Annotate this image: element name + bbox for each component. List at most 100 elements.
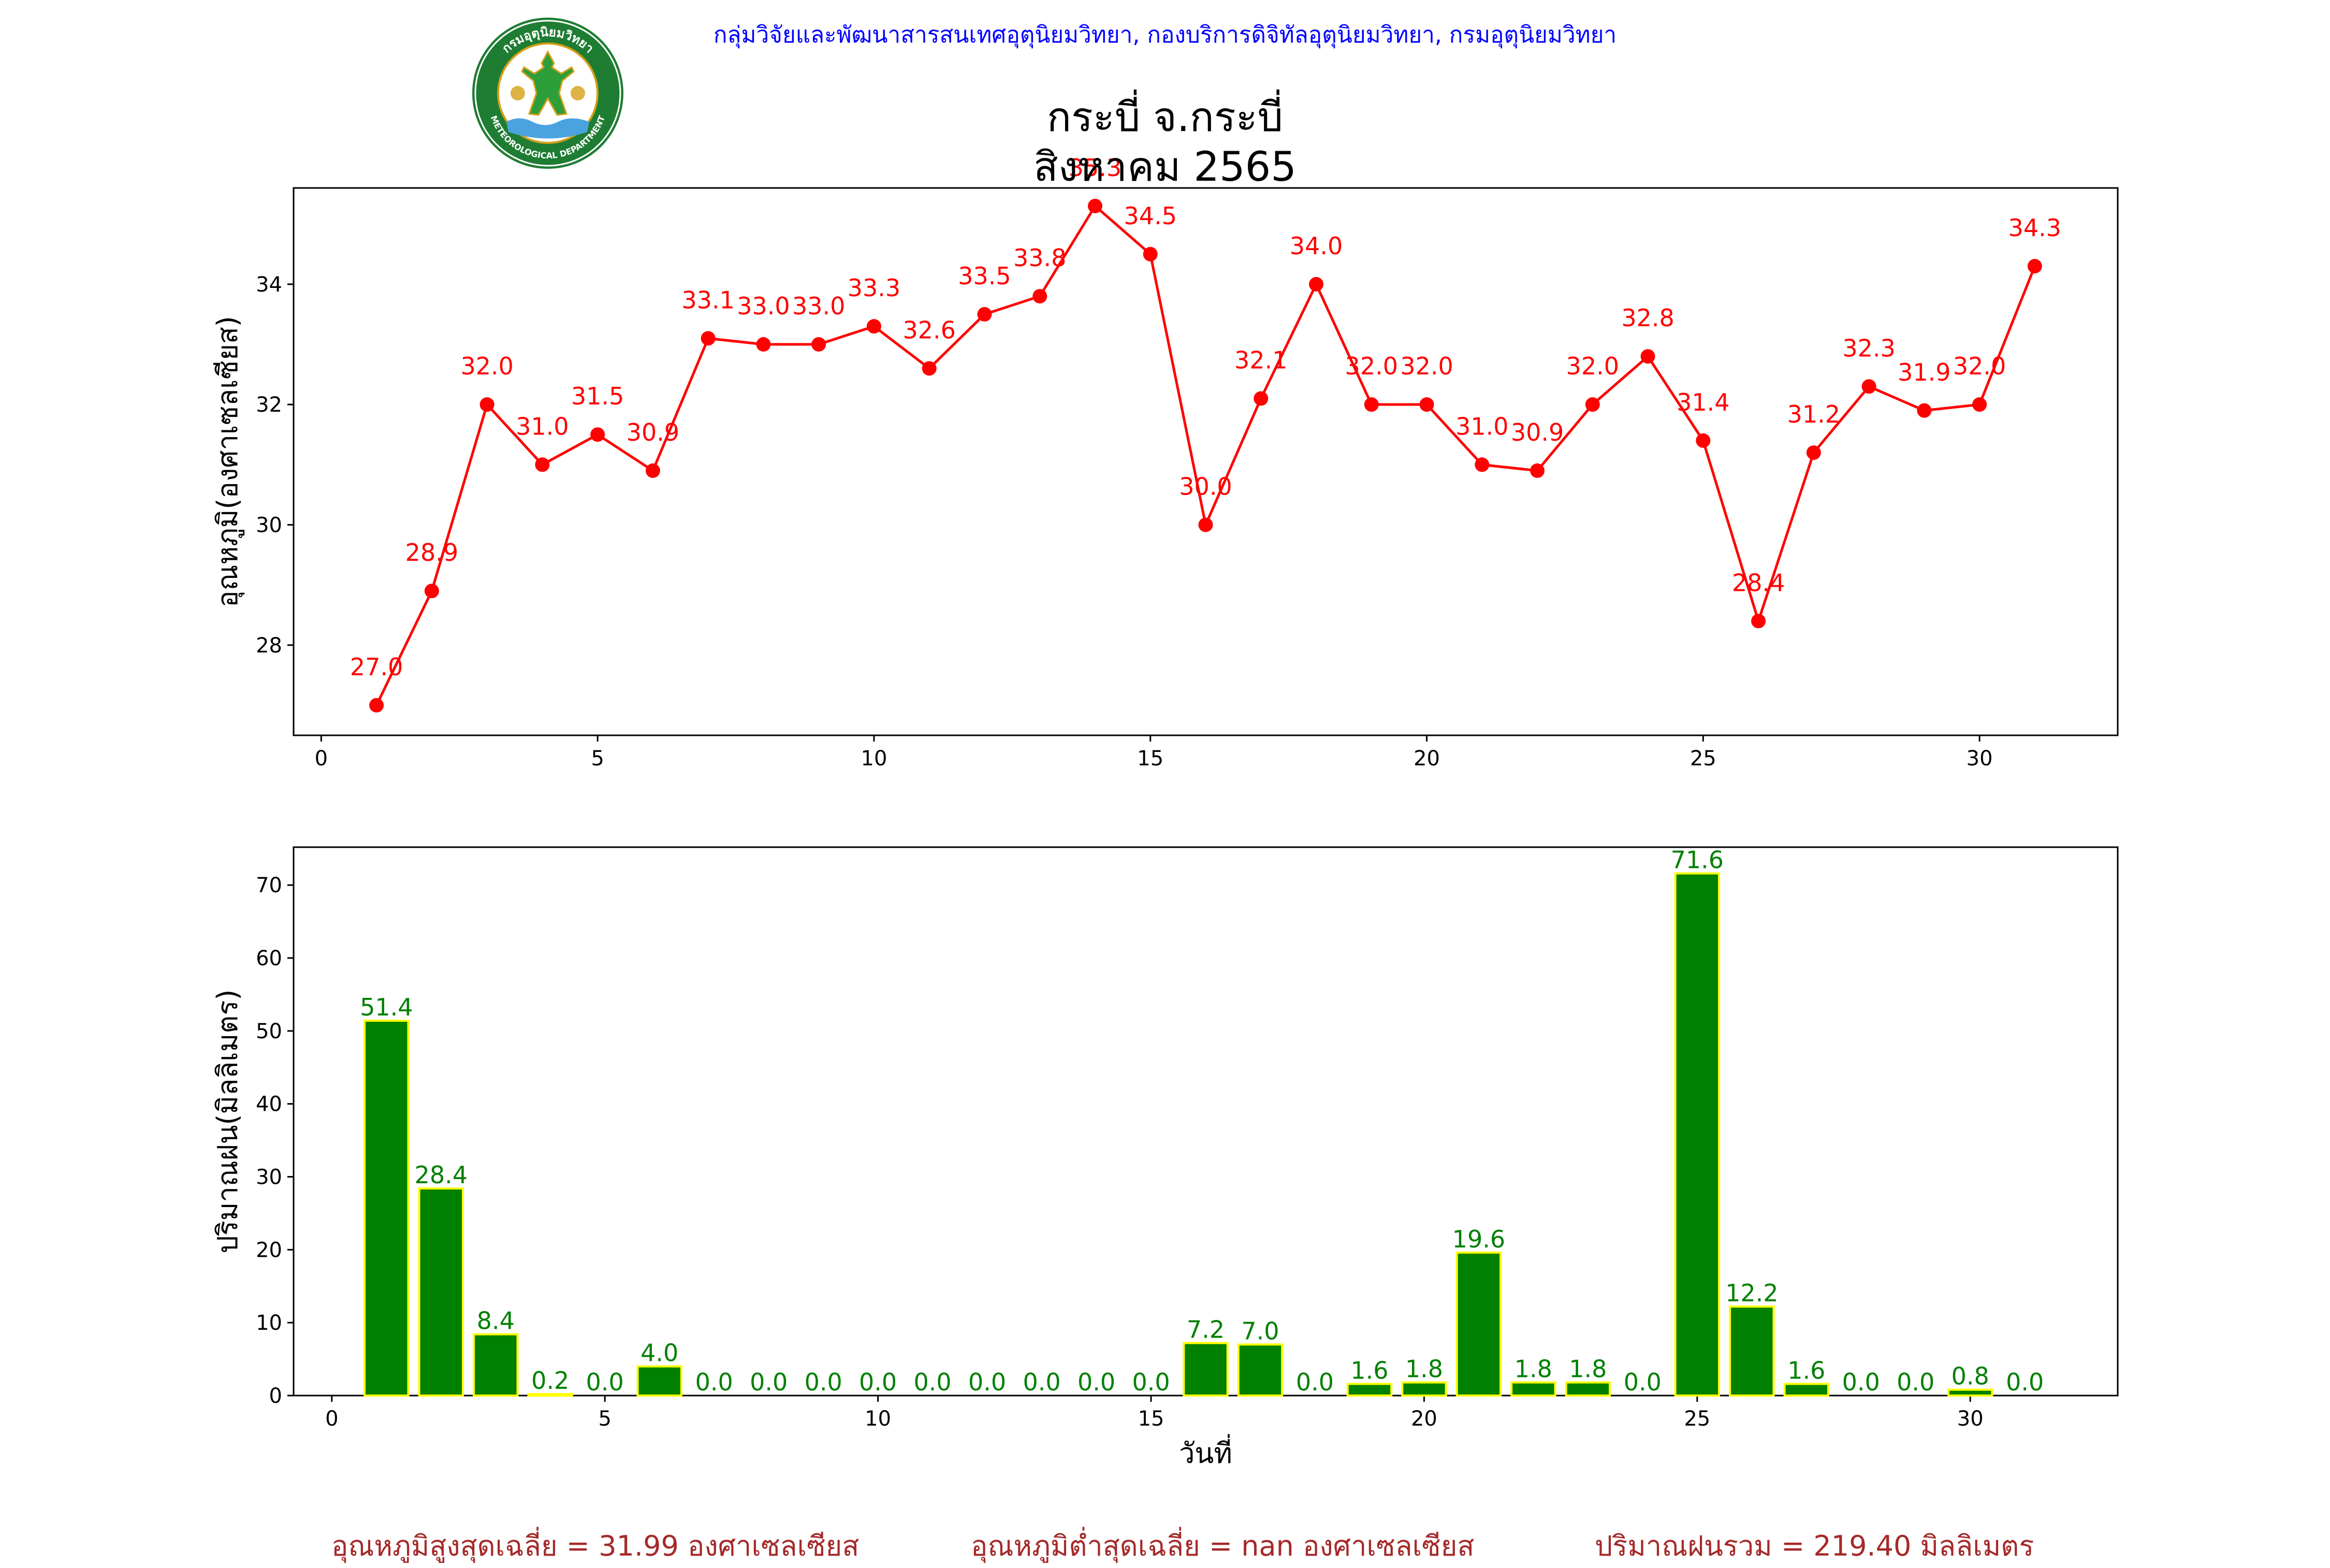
temperature-point <box>1087 198 1102 213</box>
temperature-line-chart: 0 5 10 15 20 25 30 28 30 32 34 อุณหภูมิ(องศาเซลเซีย… <box>211 154 2119 771</box>
y-tick-label: 20 <box>256 1238 282 1262</box>
temperature-point <box>1309 277 1324 292</box>
temperature-point <box>1475 457 1490 472</box>
temperature-point <box>645 463 660 478</box>
temperature-data-label: 32.8 <box>1621 304 1674 332</box>
rainfall-data-label: 8.4 <box>477 1307 515 1335</box>
temperature-data-label: 28.9 <box>405 539 458 567</box>
rainfall-data-label: 0.0 <box>586 1368 624 1396</box>
x-tick-label: 30 <box>1967 747 1993 771</box>
temperature-point <box>866 319 881 334</box>
x-tick-label: 5 <box>599 1407 611 1431</box>
rainfall-data-label: 0.0 <box>695 1368 733 1396</box>
plot-frame <box>293 846 2119 1397</box>
temperature-point <box>1419 397 1434 412</box>
temperature-data-label: 31.4 <box>1677 388 1729 416</box>
temperature-point <box>1751 614 1766 629</box>
temperature-data-label: 33.5 <box>958 262 1011 290</box>
temperature-point <box>1032 289 1047 304</box>
temperature-point <box>1917 403 1932 418</box>
temperature-data-label: 28.4 <box>1732 569 1785 597</box>
temperature-data-label: 30.9 <box>1511 418 1564 446</box>
rainfall-data-label: 1.8 <box>1569 1355 1607 1383</box>
rainfall-data-label: 71.6 <box>1671 846 1724 874</box>
rainfall-bar <box>1565 1381 1611 1397</box>
chart-title-station: กระบี่ จ.กระบี่ <box>1046 94 1284 141</box>
temperature-data-label: 33.8 <box>1013 244 1066 272</box>
x-tick-label: 0 <box>315 747 328 771</box>
temperature-point <box>811 337 826 352</box>
x-tick-label: 15 <box>1137 747 1163 771</box>
temperature-point <box>1696 433 1711 448</box>
rainfall-data-label: 7.0 <box>1241 1317 1279 1345</box>
rainfall-bar <box>1455 1251 1502 1397</box>
temperature-point <box>1198 517 1213 532</box>
rainfall-bar <box>1674 872 1721 1397</box>
y-tick-label: 34 <box>256 273 282 297</box>
rainfall-data-label: 0.0 <box>750 1368 788 1396</box>
y-tick-label: 70 <box>256 874 282 897</box>
rainfall-data-label: 0.0 <box>2006 1368 2044 1396</box>
logo-ring-inner <box>474 20 621 167</box>
plot-frame <box>293 187 2119 736</box>
temperature-point <box>1585 397 1600 412</box>
x-tick-label: 10 <box>861 747 887 771</box>
rainfall-data-label: 19.6 <box>1452 1225 1505 1253</box>
temperature-point <box>1972 397 1987 412</box>
x-tick-label: 20 <box>1411 1407 1437 1431</box>
rainfall-bar <box>1183 1342 1229 1397</box>
temperature-data-label: 34.3 <box>2008 214 2061 242</box>
rainfall-data-label: 51.4 <box>360 993 413 1021</box>
logo-figure-icon <box>521 50 575 116</box>
temperature-point <box>479 397 494 412</box>
temperature-point <box>1254 391 1269 406</box>
rainfall-bar <box>636 1365 682 1397</box>
rainfall-data-label: 7.2 <box>1187 1316 1225 1344</box>
temperature-data-label: 34.5 <box>1124 202 1177 230</box>
y-tick-label: 32 <box>256 393 282 417</box>
y-axis-label: ปริมาณฝน(มิลลิเมตร) <box>211 990 244 1254</box>
rainfall-bar <box>363 1020 410 1397</box>
x-tick-label: 30 <box>1957 1407 1984 1431</box>
temperature-point <box>701 331 716 346</box>
temperature-point <box>1530 463 1545 478</box>
rainfall-bar <box>473 1333 519 1397</box>
temperature-series-line <box>375 204 2036 706</box>
logo-cloud-right <box>571 86 585 100</box>
rainfall-data-label: 0.0 <box>859 1368 897 1396</box>
rainfall-data-label: 1.6 <box>1787 1356 1825 1384</box>
temperature-data-label: 33.0 <box>792 292 845 320</box>
rainfall-data-label: 0.2 <box>531 1367 569 1395</box>
chart-title-month: สิงหาคม 2565 <box>1033 144 1297 191</box>
temperature-data-label: 35.3 <box>1069 154 1122 182</box>
rainfall-bar <box>1346 1383 1393 1397</box>
temperature-point <box>1640 349 1655 364</box>
temperature-point <box>1364 397 1379 412</box>
rainfall-data-label: 0.0 <box>1296 1368 1334 1396</box>
rainfall-bar <box>1783 1383 1829 1397</box>
rainfall-data-label: 0.0 <box>968 1368 1006 1396</box>
temperature-point <box>369 698 384 713</box>
temperature-data-label: 33.3 <box>848 274 900 302</box>
rainfall-bar <box>1947 1388 1993 1397</box>
meteorological-department-logo: กรมอุตุนิยมวิทยา METEOROLOGICAL DEPARTME… <box>472 18 623 169</box>
rainfall-data-label: 0.8 <box>1952 1362 1989 1390</box>
rainfall-data-label: 1.8 <box>1514 1355 1552 1383</box>
temperature-point <box>756 337 771 352</box>
rainfall-data-label: 1.6 <box>1350 1356 1388 1384</box>
x-tick-label: 10 <box>865 1407 891 1431</box>
y-tick-label: 50 <box>256 1020 282 1043</box>
temperature-point <box>977 307 992 322</box>
rainfall-data-label: 12.2 <box>1725 1279 1778 1307</box>
header-credit: กลุ่มวิจัยและพัฒนาสารสนเทศอุตุนิยมวิทยา,… <box>713 22 1617 48</box>
temperature-data-label: 31.2 <box>1787 400 1840 428</box>
temperature-data-label: 33.0 <box>737 292 790 320</box>
temperature-data-label: 32.0 <box>1953 352 2006 380</box>
temperature-data-label: 32.0 <box>460 352 513 380</box>
x-tick-label: 25 <box>1684 1407 1710 1431</box>
temperature-data-label: 32.0 <box>1566 352 1619 380</box>
rainfall-data-label: 0.0 <box>1023 1368 1060 1396</box>
temperature-point <box>922 361 937 376</box>
y-tick-label: 40 <box>256 1093 282 1116</box>
